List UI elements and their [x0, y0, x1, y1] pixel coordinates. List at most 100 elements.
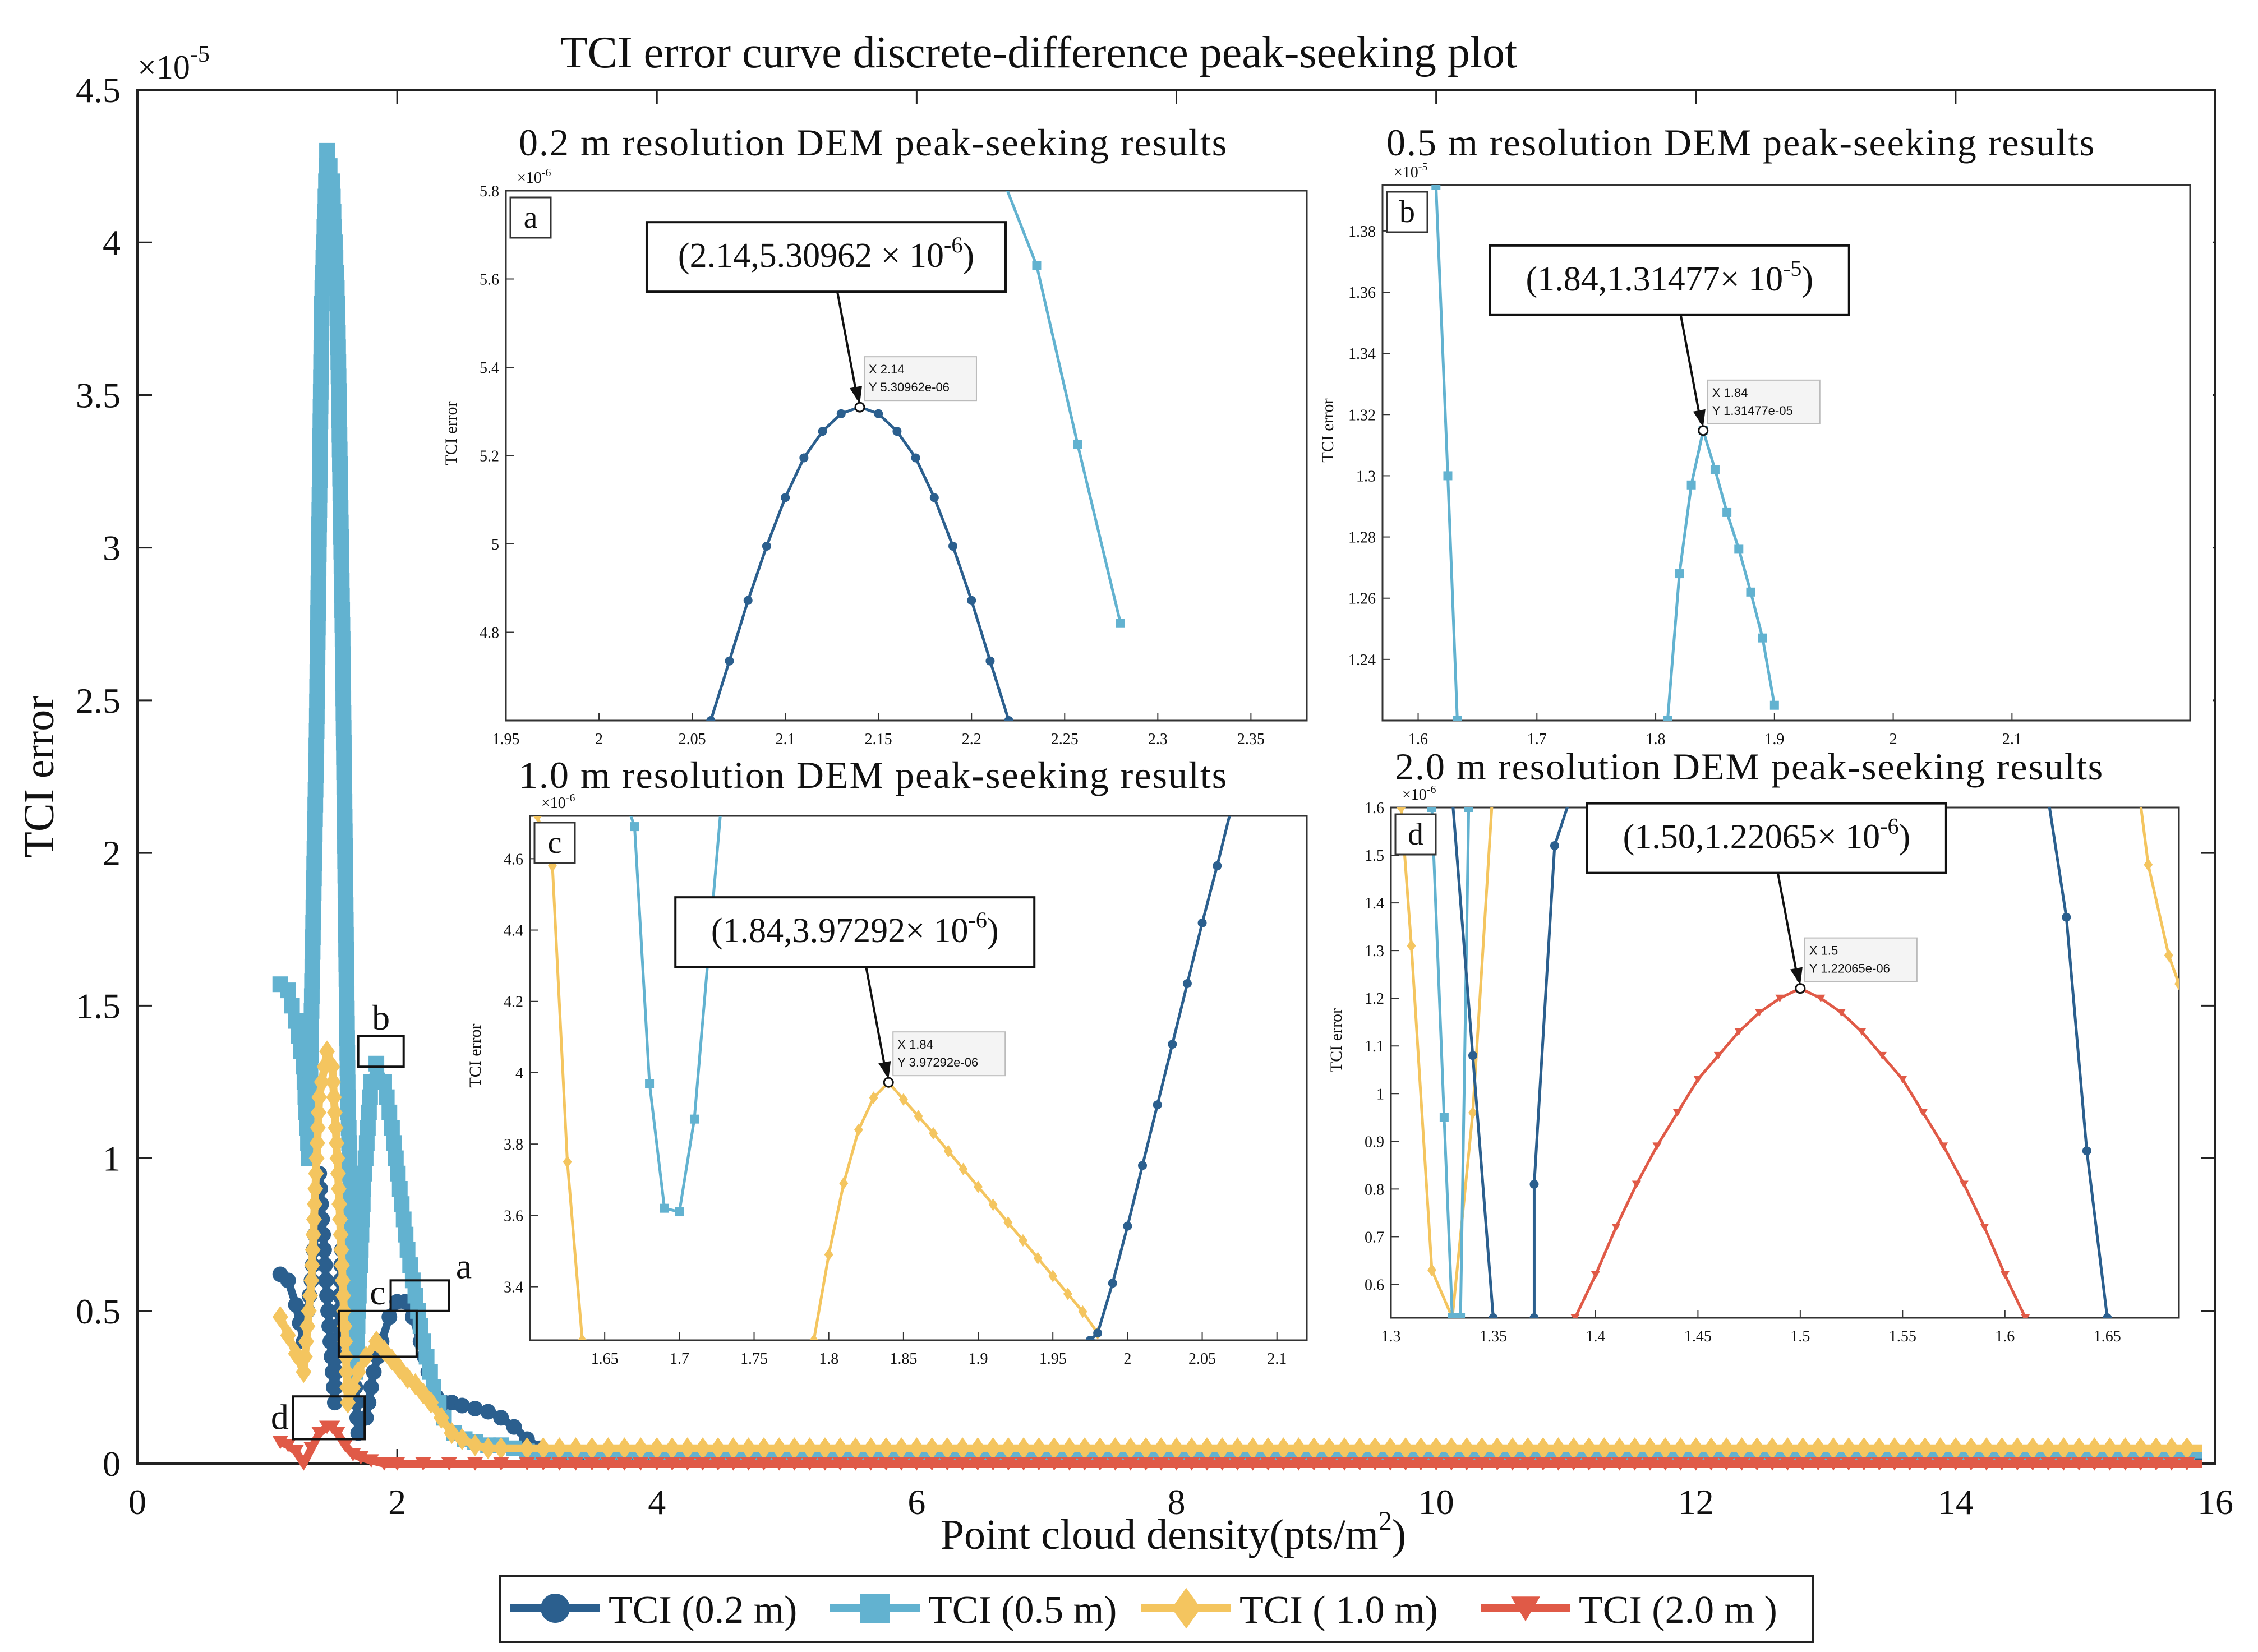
data-point	[633, 1457, 649, 1471]
data-point	[1443, 1437, 1459, 1460]
data-point	[2056, 1457, 2072, 1471]
inset-y-label: TCI error	[1319, 398, 1337, 462]
data-point	[817, 1457, 833, 1471]
data-point	[1468, 1106, 1477, 1119]
x-tick-label: 2.3	[1148, 731, 1168, 748]
data-point	[799, 453, 809, 463]
data-point	[970, 1437, 986, 1460]
data-point	[1046, 1437, 1062, 1460]
data-point	[324, 1055, 340, 1078]
data-point	[339, 986, 355, 1002]
data-point	[2164, 949, 2173, 962]
data-point	[506, 1419, 522, 1435]
data-point	[304, 958, 320, 975]
data-point	[418, 1349, 435, 1365]
annotation-arrow	[1679, 315, 1702, 423]
data-point	[1611, 1224, 1621, 1231]
x-tick-label: 1.55	[1889, 1328, 1916, 1345]
data-point	[389, 1457, 405, 1471]
legend-marker	[1172, 1588, 1201, 1629]
data-point	[331, 441, 348, 458]
series-line	[629, 816, 722, 1214]
data-point	[1550, 1437, 1566, 1460]
y-tick-label: 3.6	[504, 1207, 523, 1225]
data-point	[310, 649, 326, 665]
data-point	[2132, 1437, 2149, 1460]
peak-marker	[1795, 983, 1806, 994]
data-point	[308, 752, 324, 768]
y-tick-label: 5.8	[480, 183, 499, 200]
data-point	[330, 310, 346, 326]
data-point	[600, 1457, 616, 1471]
data-point	[1657, 1437, 1674, 1460]
y-tick-label: 4.6	[504, 851, 523, 868]
data-point	[326, 234, 343, 251]
data-point	[320, 1303, 337, 1319]
data-point	[1963, 1437, 1979, 1460]
data-point	[847, 1437, 864, 1460]
data-point	[337, 882, 353, 898]
data-point	[847, 1457, 864, 1471]
data-point	[337, 809, 353, 825]
legend: TCI (0.2 m) TCI (0.5 m) TCI ( 1.0 m) TCI (2…	[499, 1575, 1814, 1643]
zoom-box-a	[389, 1279, 450, 1312]
data-point	[710, 1437, 726, 1460]
x-axis-label: Point cloud density(pts/m2)	[941, 1506, 1406, 1558]
data-point	[893, 1437, 910, 1460]
data-point	[1000, 1437, 1016, 1460]
data-point	[358, 1135, 375, 1151]
data-point	[339, 1045, 356, 1061]
data-point	[664, 1457, 680, 1471]
data-point	[1749, 1457, 1765, 1471]
data-point	[645, 1079, 655, 1088]
data-point	[288, 1445, 304, 1459]
x-tick-label: 1.5	[1790, 1328, 1810, 1345]
data-point	[1856, 1457, 1872, 1471]
data-point	[336, 764, 352, 781]
data-point	[331, 412, 347, 428]
inset-y-label: TCI error	[1327, 1008, 1345, 1072]
data-point	[2144, 858, 2153, 871]
data-point	[1652, 1142, 1662, 1151]
data-point	[1520, 1457, 1536, 1471]
data-point	[755, 1457, 772, 1471]
x-tick-label: 1.65	[591, 1350, 619, 1368]
data-point	[334, 616, 351, 633]
data-point	[1795, 1457, 1811, 1471]
data-point	[892, 427, 902, 436]
data-point	[1932, 1457, 1948, 1471]
data-point	[328, 1379, 344, 1395]
data-point	[301, 1300, 317, 1322]
x-tick-label: 2.35	[1237, 731, 1265, 748]
data-point	[1672, 1437, 1689, 1460]
annotation-arrowhead	[878, 1061, 891, 1079]
data-point	[384, 1120, 400, 1136]
data-point	[399, 1242, 416, 1258]
data-point	[335, 720, 352, 736]
data-point	[333, 514, 349, 530]
y-tick-label: 4.4	[504, 922, 523, 940]
data-point	[324, 173, 340, 190]
data-point	[368, 1055, 385, 1072]
data-point	[1122, 1457, 1139, 1471]
data-point	[340, 1089, 356, 1105]
y-axis-label: TCI error	[16, 695, 63, 857]
y-tick-label: 4.2	[504, 994, 523, 1011]
y-tick-label: 3.5	[76, 375, 121, 415]
data-point	[305, 929, 321, 945]
data-point	[288, 1296, 304, 1313]
data-point	[314, 296, 330, 312]
data-point	[1337, 1457, 1353, 1471]
x-tick-label: 2.1	[1267, 1350, 1287, 1368]
data-point	[863, 1437, 879, 1460]
data-point	[302, 1062, 319, 1078]
data-point	[801, 1457, 818, 1471]
data-point	[357, 1150, 374, 1166]
data-point	[2071, 1457, 2087, 1471]
data-point	[1367, 1437, 1383, 1460]
data-point	[311, 516, 328, 533]
data-point	[328, 1364, 344, 1380]
data-point	[924, 1437, 940, 1460]
data-point	[1214, 1457, 1231, 1471]
annotation-text: (1.50,1.22065× 10-6)	[1623, 814, 1911, 856]
